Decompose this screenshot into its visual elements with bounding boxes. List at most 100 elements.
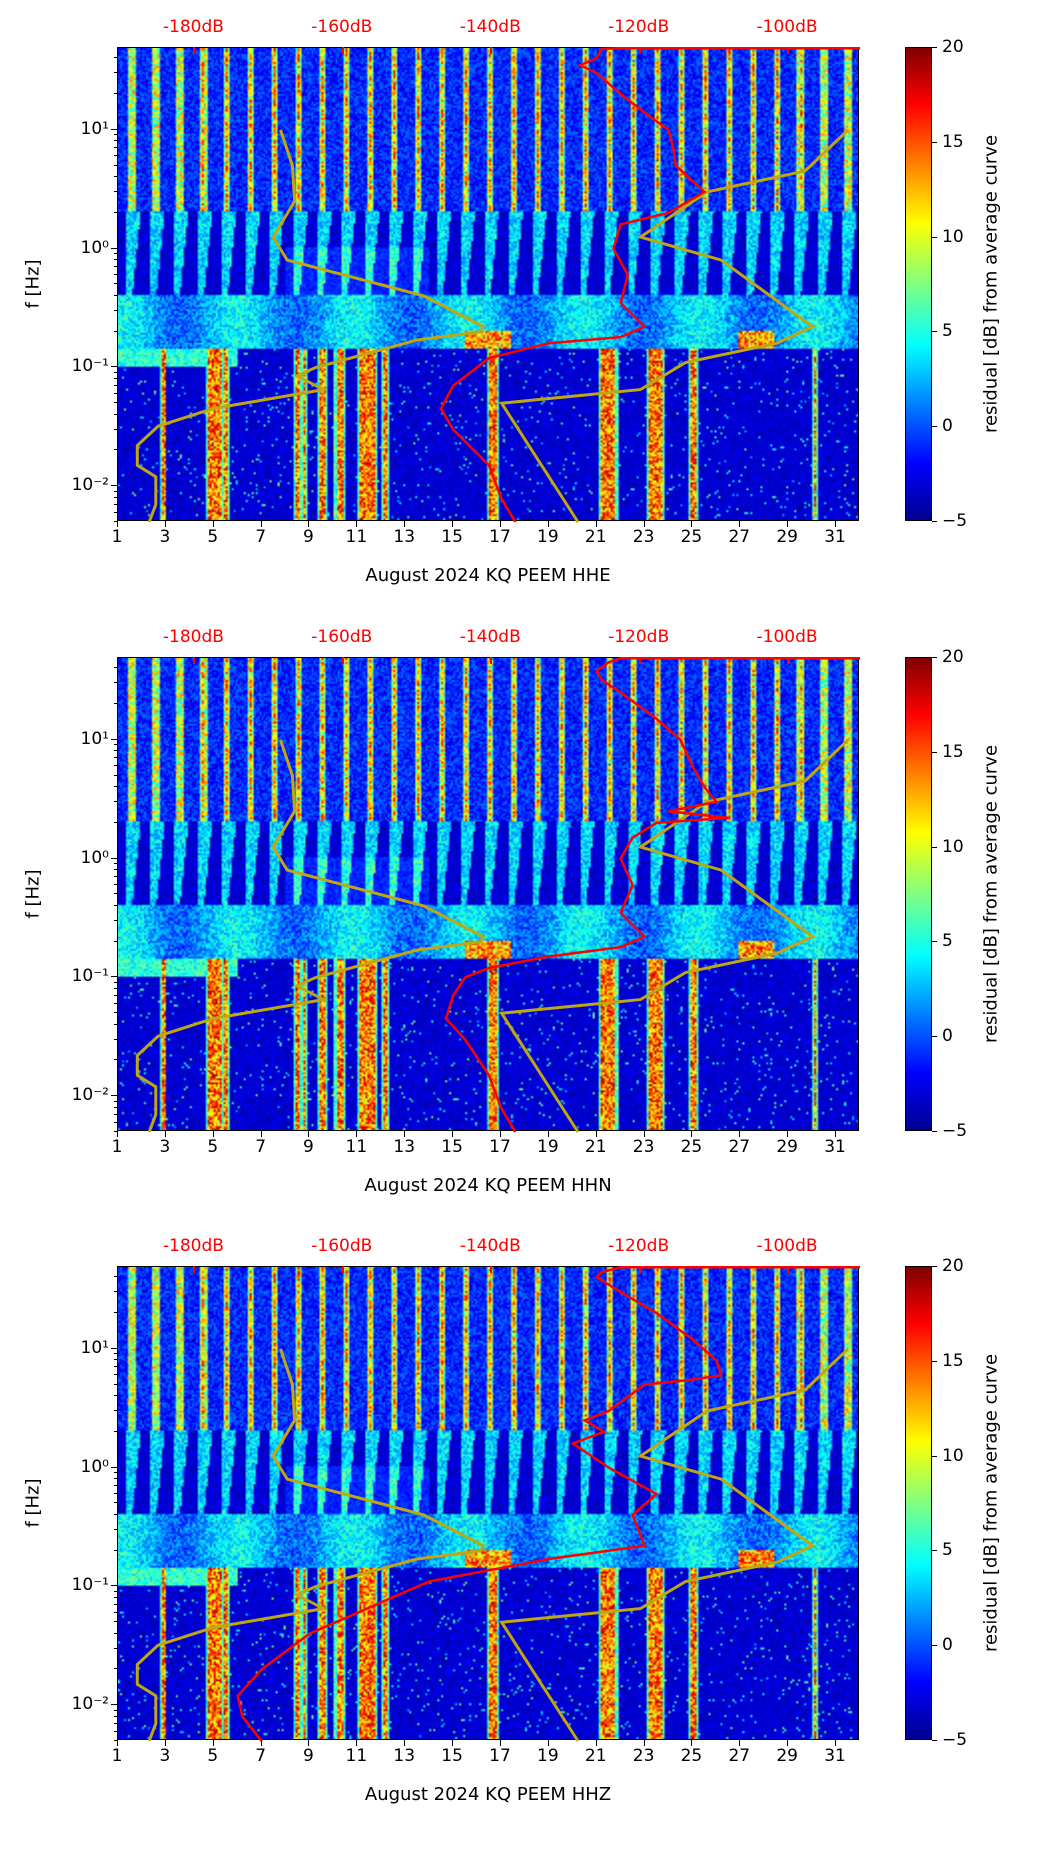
db-tick-mark bbox=[638, 657, 641, 664]
colorbar-tick-mark bbox=[932, 941, 937, 943]
x-tick-label: 21 bbox=[584, 1137, 607, 1157]
high-noise-model-line bbox=[499, 128, 850, 523]
db-tick-label: -180dB bbox=[162, 17, 224, 37]
y-minor-tick bbox=[114, 164, 117, 166]
median-psd-red-curve bbox=[444, 657, 860, 1133]
x-tick-mark bbox=[404, 1131, 406, 1137]
y-minor-tick bbox=[114, 1131, 117, 1132]
x-tick-mark bbox=[835, 521, 837, 527]
spectrogram-panel-1: 1 3 5 7 9 11 13 15 17 19 21 23 25 27 29 31 10¹ 10⁰ 10⁻¹ 10⁻… bbox=[0, 17, 1052, 647]
y-minor-tick bbox=[114, 1395, 117, 1397]
colorbar-tick-label: 10 bbox=[942, 226, 964, 247]
y-minor-tick bbox=[114, 384, 117, 386]
db-tick-mark bbox=[341, 1266, 344, 1273]
x-tick-mark bbox=[356, 521, 358, 527]
y-minor-tick bbox=[114, 1366, 117, 1368]
y-minor-tick bbox=[114, 1038, 117, 1040]
y-minor-tick bbox=[114, 1113, 117, 1115]
y-minor-tick bbox=[114, 309, 117, 311]
y-tick-mark bbox=[111, 1466, 117, 1468]
y-minor-tick bbox=[114, 1276, 117, 1278]
x-tick-mark bbox=[787, 1131, 789, 1137]
y-minor-tick bbox=[114, 449, 117, 451]
y-minor-tick bbox=[114, 1383, 117, 1385]
colorbar-tick-label: 10 bbox=[942, 836, 964, 857]
colorbar bbox=[905, 47, 932, 521]
x-tick-mark bbox=[452, 521, 454, 527]
x-tick-mark bbox=[117, 521, 118, 527]
y-minor-tick bbox=[114, 919, 117, 921]
x-tick-mark bbox=[260, 521, 262, 527]
y-minor-tick bbox=[114, 863, 117, 865]
x-tick-label: 31 bbox=[824, 1746, 846, 1766]
y-minor-tick bbox=[114, 511, 117, 513]
y-minor-tick bbox=[114, 1611, 117, 1613]
x-tick-mark bbox=[452, 1131, 454, 1137]
median-psd-red-curve bbox=[439, 47, 860, 523]
y-minor-tick bbox=[114, 750, 117, 752]
spectrogram-axes bbox=[117, 47, 860, 523]
db-tick-label: -120dB bbox=[608, 17, 670, 37]
y-tick-mark bbox=[111, 1095, 117, 1097]
y-minor-tick bbox=[114, 904, 117, 906]
x-tick-label: 9 bbox=[303, 1137, 314, 1157]
colorbar-tick-mark bbox=[932, 141, 937, 143]
colorbar-tick-label: 15 bbox=[942, 741, 964, 762]
x-tick-label: 3 bbox=[159, 1746, 171, 1766]
y-minor-tick bbox=[114, 266, 117, 267]
x-tick-mark bbox=[691, 521, 693, 527]
x-tick-label: 21 bbox=[584, 527, 607, 547]
y-tick-mark bbox=[111, 1347, 117, 1349]
y-tick-label: 10⁰ bbox=[80, 1456, 109, 1477]
y-minor-tick bbox=[114, 682, 117, 684]
y-minor-tick bbox=[114, 1621, 117, 1623]
db-tick-mark bbox=[490, 1266, 493, 1273]
spectrogram-panel-2: 1 3 5 7 9 11 13 15 17 19 21 23 25 27 29 31 10¹ 10⁰ 10⁻¹ 10⁻… bbox=[0, 627, 1052, 1257]
db-tick-label: -180dB bbox=[162, 627, 224, 647]
x-tick-mark bbox=[739, 1131, 741, 1137]
x-tick-label: 29 bbox=[776, 1746, 799, 1766]
x-axis-label: August 2024 KQ PEEM HHN bbox=[364, 1175, 612, 1196]
db-tick-mark bbox=[193, 1266, 196, 1273]
x-tick-mark bbox=[404, 1740, 406, 1746]
y-minor-tick bbox=[114, 211, 117, 213]
db-tick-mark bbox=[787, 1266, 790, 1273]
y-tick-mark bbox=[111, 247, 117, 249]
x-tick-label: 21 bbox=[584, 1746, 607, 1766]
x-tick-label: 7 bbox=[255, 527, 267, 547]
x-tick-mark bbox=[691, 1740, 693, 1746]
spectrogram-panel-3: 1 3 5 7 9 11 13 15 17 19 21 23 25 27 29 31 10¹ 10⁰ 10⁻¹ 10⁻… bbox=[0, 1236, 1052, 1866]
x-tick-mark bbox=[547, 521, 549, 527]
y-minor-tick bbox=[114, 1002, 117, 1004]
y-minor-tick bbox=[114, 876, 117, 877]
y-tick-mark bbox=[111, 366, 117, 368]
x-tick-mark bbox=[212, 521, 214, 527]
x-tick-mark bbox=[164, 521, 166, 527]
x-tick-label: 13 bbox=[393, 1746, 416, 1766]
x-tick-mark bbox=[308, 521, 310, 527]
y-minor-tick bbox=[114, 371, 117, 373]
y-minor-tick bbox=[114, 294, 117, 296]
y-minor-tick bbox=[114, 1353, 117, 1355]
y-minor-tick bbox=[114, 994, 117, 996]
y-minor-tick bbox=[114, 1023, 117, 1025]
y-axis-label: f [Hz] bbox=[22, 869, 44, 919]
x-tick-label: 29 bbox=[776, 527, 799, 547]
y-minor-tick bbox=[114, 1492, 117, 1494]
x-tick-mark bbox=[260, 1131, 262, 1137]
y-minor-tick bbox=[114, 1409, 117, 1411]
colorbar-label: residual [dB] from average curve bbox=[980, 134, 1002, 434]
overlay-curves bbox=[135, 47, 860, 523]
colorbar-tick-label: 20 bbox=[942, 1256, 964, 1276]
x-tick-mark bbox=[212, 1740, 214, 1746]
colorbar bbox=[905, 657, 932, 1131]
y-minor-tick bbox=[114, 140, 117, 142]
y-minor-tick bbox=[114, 283, 117, 285]
db-tick-label: -160dB bbox=[311, 627, 373, 647]
db-tick-mark bbox=[490, 47, 493, 54]
y-tick-label: 10⁰ bbox=[80, 847, 109, 868]
x-tick-label: 15 bbox=[441, 1746, 463, 1766]
x-tick-label: 5 bbox=[207, 527, 219, 547]
x-tick-mark bbox=[117, 1740, 118, 1746]
y-minor-tick bbox=[114, 521, 117, 522]
